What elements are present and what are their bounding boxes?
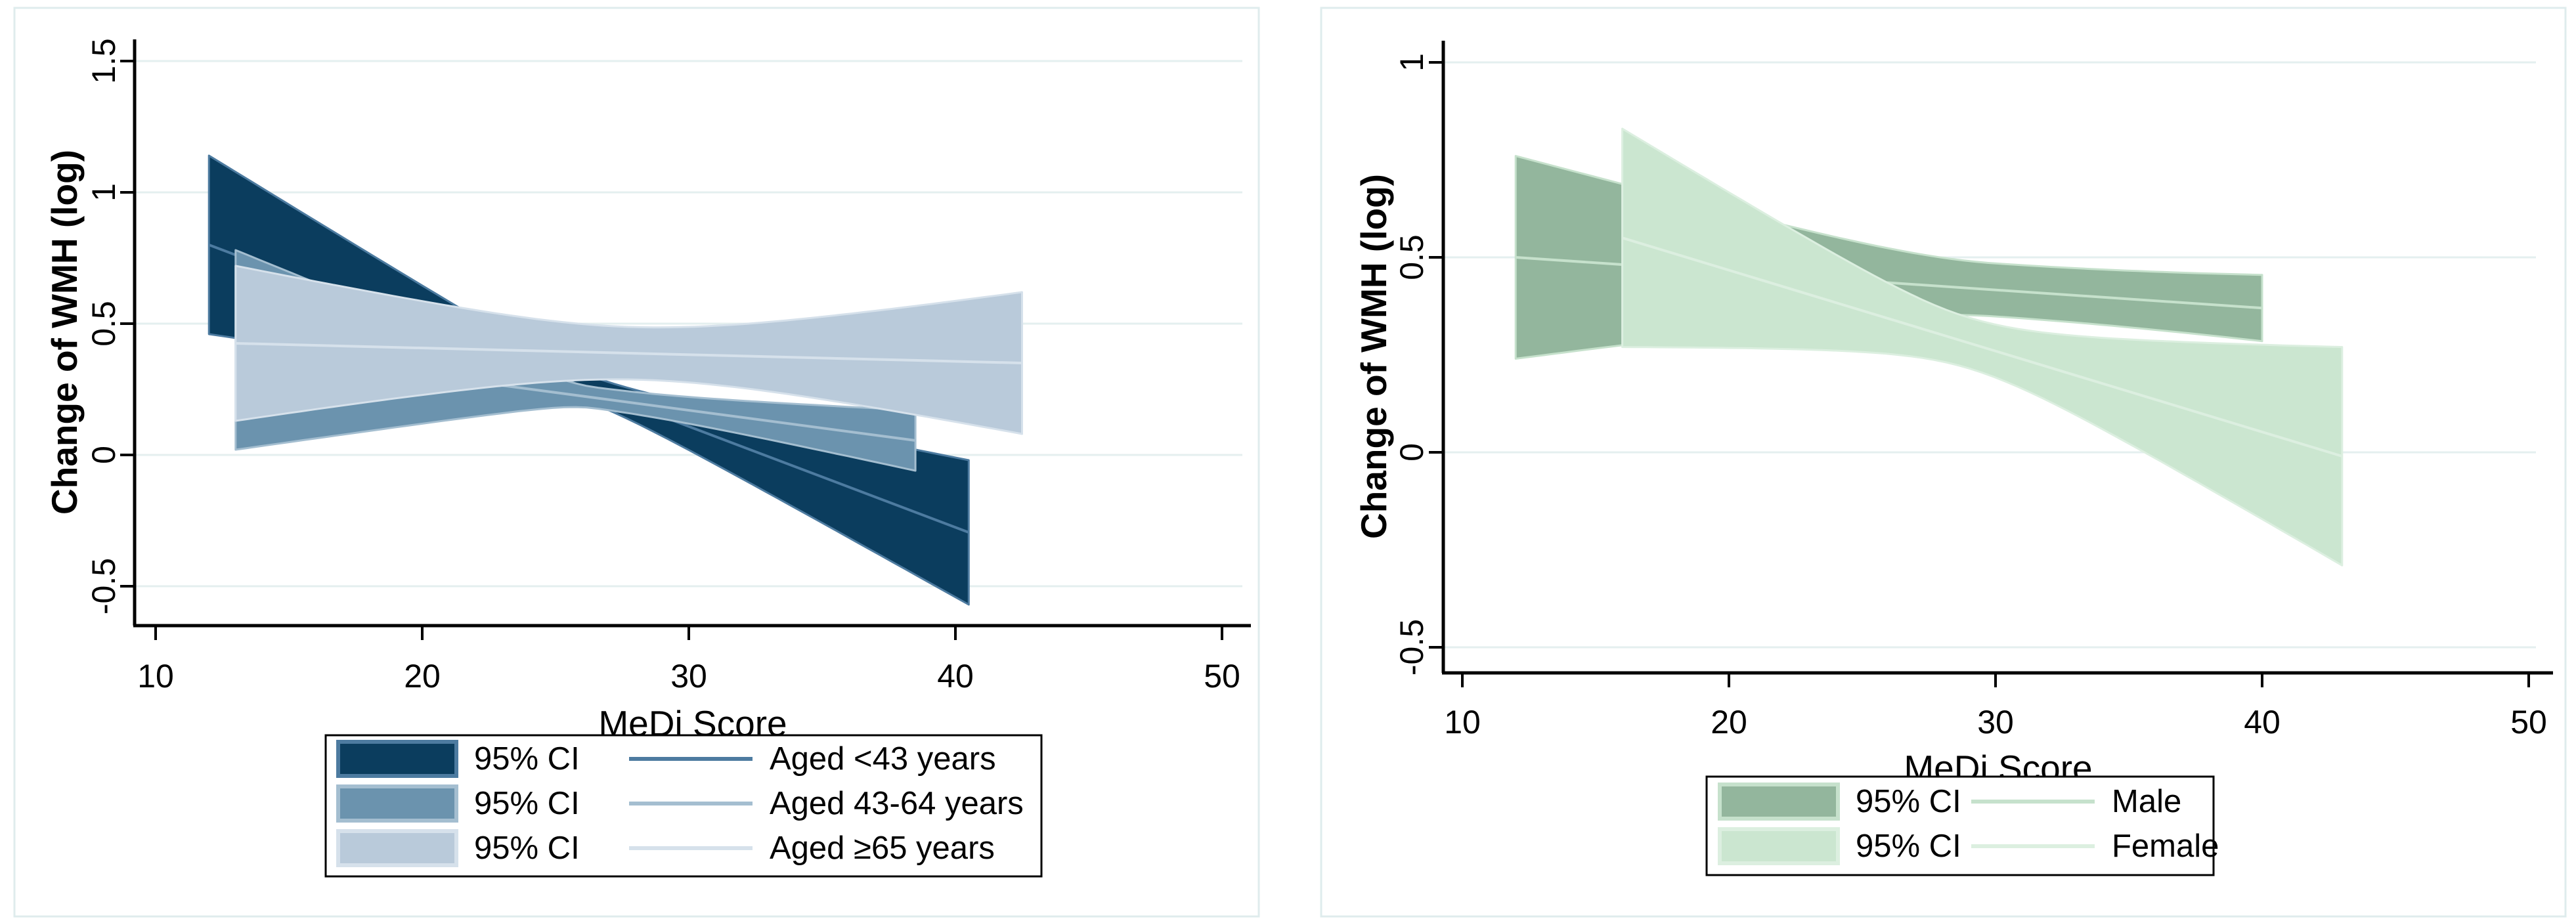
legend-ci-swatch-aged-43-64-years (336, 784, 458, 823)
fit-line-aged-65-years (235, 342, 1022, 364)
y-axis-title: Change of WMH (log) (1353, 174, 1394, 539)
legend-series-label: Aged 43-64 years (770, 786, 1024, 821)
ci-band-aged-65-years (234, 265, 1023, 435)
x-tick-label: 30 (1977, 704, 2014, 741)
legend-series-label: Aged ≥65 years (770, 830, 995, 866)
y-tick-label: 0.5 (1393, 234, 1430, 280)
y-tick-label: -0.5 (1393, 619, 1430, 676)
x-tick-label: 40 (937, 658, 974, 695)
y-tick-label: 1 (1393, 53, 1430, 72)
x-tick-label: 50 (2510, 704, 2547, 741)
x-tick-label: 50 (1204, 658, 1240, 695)
y-tick-label: -0.5 (85, 558, 122, 614)
y-tick-label: 0 (85, 446, 122, 464)
fit-line-female (1622, 236, 2343, 458)
y-tick-label: 0.5 (85, 301, 122, 347)
y-axis-title: Change of WMH (log) (44, 150, 85, 515)
legend-series-label: Male (2112, 784, 2181, 819)
legend-ci-swatch-aged-43-years (336, 740, 458, 778)
x-tick-label: 20 (1711, 704, 1747, 741)
x-tick-label: 10 (137, 658, 174, 695)
legend-ci-label: 95% CI (474, 786, 580, 821)
legend-ci-label: 95% CI (474, 741, 580, 777)
x-tick-label: 10 (1444, 704, 1481, 741)
y-tick-label: 1.5 (85, 38, 122, 84)
legend-ci-swatch-male (1718, 783, 1840, 821)
x-tick-label: 40 (2244, 704, 2281, 741)
x-tick-label: 20 (404, 658, 441, 695)
legend-ci-label: 95% CI (1856, 828, 1961, 864)
y-tick-label: 1 (85, 183, 122, 202)
legend-ci-label: 95% CI (1856, 784, 1961, 819)
legend-ci-label: 95% CI (474, 830, 580, 866)
legend-ci-swatch-aged-65-years (336, 829, 458, 867)
legend-series-label: Aged <43 years (770, 741, 996, 777)
legend-series-label: Female (2112, 828, 2219, 864)
x-tick-label: 30 (670, 658, 707, 695)
y-tick-label: 0 (1393, 443, 1430, 462)
legend-ci-swatch-female (1718, 827, 1840, 865)
